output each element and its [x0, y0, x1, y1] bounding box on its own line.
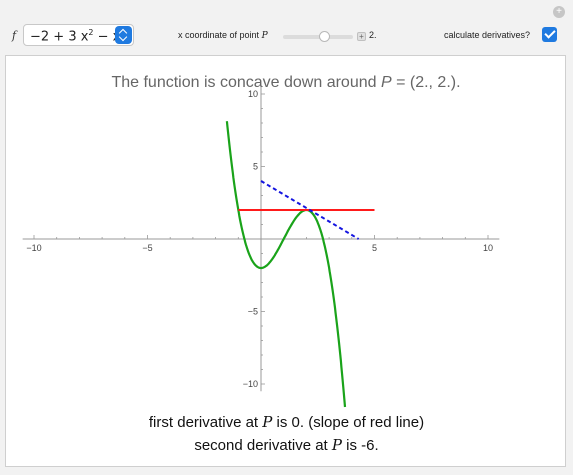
y-tick-label: 10 [248, 89, 258, 99]
derivatives-label: calculate derivatives? [444, 30, 531, 40]
second-derivative-text: second derivative at P is -6. [194, 436, 379, 454]
chevron-updown-icon[interactable] [115, 26, 132, 44]
function-label: f [12, 29, 17, 42]
slider-value: 2. [369, 30, 377, 40]
x-tick-label: −5 [142, 243, 152, 253]
second-derivative-line [260, 180, 360, 240]
reset-icon[interactable]: + [553, 6, 565, 18]
x-tick-label: 10 [483, 243, 493, 253]
function-curve [225, 121, 347, 408]
x-tick-label: −10 [26, 243, 41, 253]
slider-label: x coordinate of point P [178, 30, 268, 41]
y-tick-label: −5 [248, 307, 258, 317]
slider-thumb[interactable] [319, 31, 330, 42]
plot-svg: The function is concave down around P = … [22, 74, 500, 408]
derivatives-checkbox[interactable] [542, 27, 557, 42]
function-select-value: −2 + 3 x2 − x3 [30, 28, 125, 45]
x-coordinate-slider[interactable] [283, 31, 353, 42]
plot-panel: The function is concave down around P = … [5, 55, 566, 467]
function-select[interactable]: −2 + 3 x2 − x3 [23, 24, 134, 46]
x-tick-label: 5 [372, 243, 377, 253]
plot-title: The function is concave down around P = … [111, 74, 460, 91]
controls-bar: f −2 + 3 x2 − x3 x coordinate of point P… [0, 22, 573, 50]
y-tick-label: 5 [253, 162, 258, 172]
expand-plus-icon[interactable]: + [357, 32, 366, 41]
first-derivative-text: first derivative at P is 0. (slope of re… [148, 413, 425, 431]
y-tick-label: −10 [243, 379, 258, 389]
